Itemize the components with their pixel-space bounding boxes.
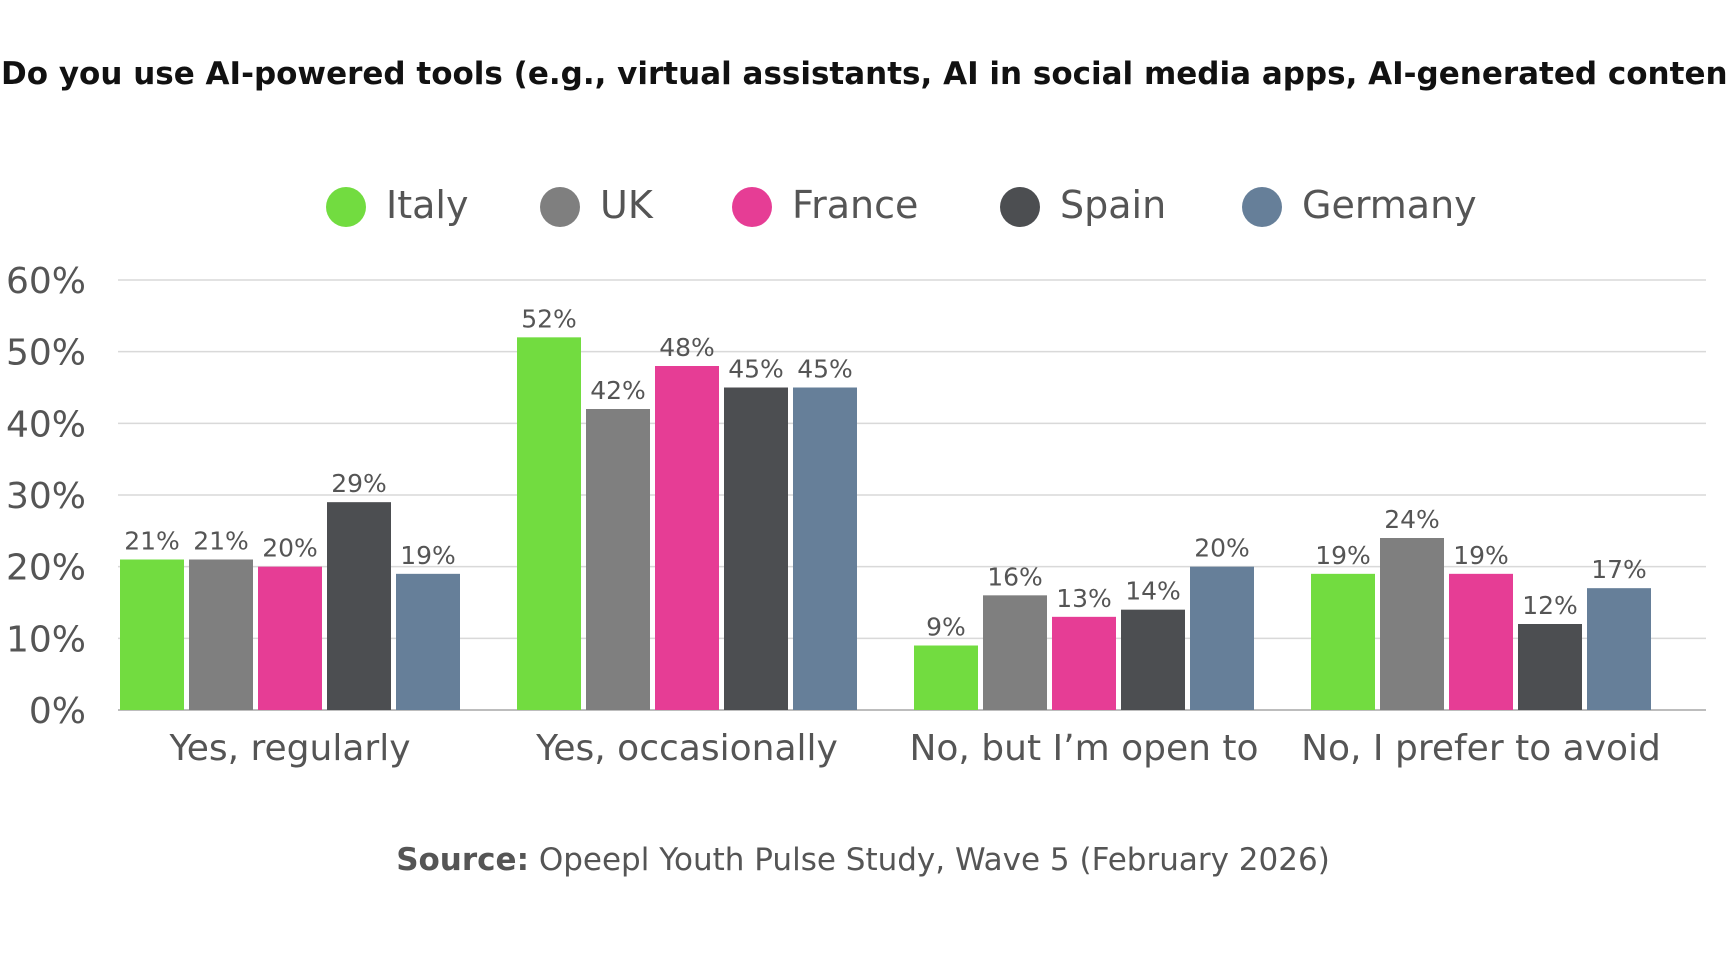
data-label: 19%	[400, 541, 456, 570]
bar-germany-3	[1190, 566, 1254, 710]
data-label: 20%	[262, 534, 318, 563]
y-tick-label: 50%	[6, 333, 86, 374]
x-tick-label: Yes, occasionally	[535, 728, 838, 769]
legend-swatch-spain	[1000, 187, 1040, 227]
data-label: 42%	[590, 376, 646, 405]
legend-swatch-uk	[540, 187, 580, 227]
source-text: Opeepl Youth Pulse Study, Wave 5 (Februa…	[529, 842, 1330, 878]
legend-swatch-italy	[326, 187, 366, 227]
bar-france-1	[258, 566, 322, 710]
y-tick-label: 40%	[6, 404, 86, 445]
bar-italy-4	[1311, 573, 1375, 710]
bar-spain-3	[1121, 609, 1185, 710]
data-label: 19%	[1315, 541, 1371, 570]
data-label: 24%	[1384, 505, 1440, 534]
data-label: 29%	[331, 469, 387, 498]
bar-spain-4	[1518, 624, 1582, 710]
bar-italy-3	[914, 645, 978, 710]
data-label: 14%	[1125, 577, 1181, 606]
data-label: 12%	[1522, 591, 1578, 620]
legend-swatch-france	[732, 187, 772, 227]
data-label: 19%	[1453, 541, 1509, 570]
y-tick-label: 10%	[6, 619, 86, 660]
bar-italy-2	[517, 337, 581, 710]
data-label: 9%	[926, 613, 966, 642]
bar-france-3	[1052, 616, 1116, 710]
bar-spain-1	[327, 502, 391, 710]
data-label: 13%	[1056, 584, 1112, 613]
data-label: 45%	[728, 355, 784, 384]
bar-germany-1	[396, 573, 460, 710]
bar-uk-4	[1380, 538, 1444, 710]
source-note: Source: Opeepl Youth Pulse Study, Wave 5…	[396, 842, 1330, 878]
legend: Italy UK France Spain Germany	[326, 183, 1477, 227]
bar-germany-2	[793, 387, 857, 710]
data-label: 45%	[797, 355, 853, 384]
x-tick-label: No, but I’m open to	[909, 728, 1258, 769]
bars	[120, 337, 1651, 710]
data-label: 52%	[521, 304, 577, 333]
bar-france-4	[1449, 573, 1513, 710]
bar-italy-1	[120, 559, 184, 710]
legend-label-germany: Germany	[1302, 183, 1477, 227]
y-tick-label: 60%	[6, 261, 86, 302]
bar-france-2	[655, 366, 719, 710]
x-tick-label: No, I prefer to avoid	[1301, 728, 1661, 769]
data-label: 17%	[1591, 555, 1647, 584]
legend-label-italy: Italy	[386, 183, 468, 227]
chart-title: Q: Do you use AI-powered tools (e.g., vi…	[0, 56, 1727, 92]
y-axis: 0% 10% 20% 30% 40% 50% 60%	[6, 261, 86, 732]
bar-germany-4	[1587, 588, 1651, 710]
x-axis: Yes, regularly Yes, occasionally No, but I…	[169, 728, 1661, 769]
data-label: 20%	[1194, 534, 1250, 563]
x-tick-label: Yes, regularly	[169, 728, 411, 769]
legend-label-france: France	[792, 183, 918, 227]
value-labels: 21% 21% 20% 29% 19% 52% 42% 48% 45% 45% 9% 16% 13% 14…	[124, 304, 1647, 641]
data-label: 16%	[987, 562, 1043, 591]
y-tick-label: 30%	[6, 476, 86, 517]
bar-uk-1	[189, 559, 253, 710]
bar-uk-3	[983, 595, 1047, 710]
bar-spain-2	[724, 387, 788, 710]
y-tick-label: 0%	[29, 691, 86, 732]
data-label: 21%	[124, 527, 180, 556]
data-label: 21%	[193, 527, 249, 556]
bar-uk-2	[586, 409, 650, 710]
legend-swatch-germany	[1242, 187, 1282, 227]
legend-label-spain: Spain	[1060, 183, 1166, 227]
source-label: Source:	[396, 842, 529, 878]
data-label: 48%	[659, 333, 715, 362]
legend-label-uk: UK	[600, 183, 654, 227]
y-tick-label: 20%	[6, 548, 86, 589]
